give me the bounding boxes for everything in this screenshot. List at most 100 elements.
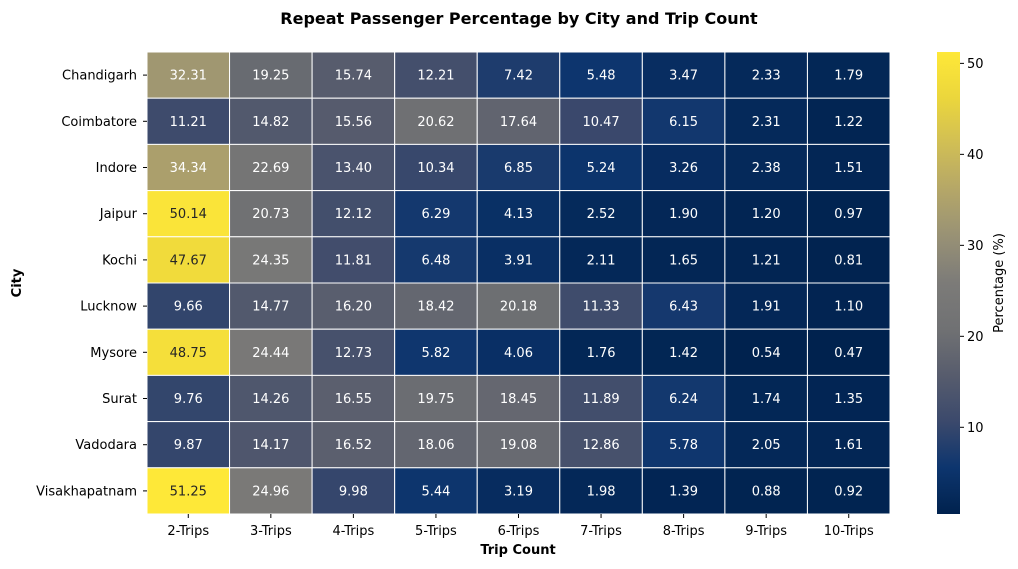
heatmap-cell [311,51,396,99]
cell-value-label: 5.78 [669,438,698,453]
y-tick-label: Lucknow [80,300,137,315]
cell-value-label: 1.90 [669,207,698,222]
y-tick-label: Indore [96,161,137,176]
y-tick-label: Chandigarh [62,69,137,84]
cell-value-label: 0.97 [834,207,863,222]
cell-value-label: 10.34 [417,161,454,176]
heatmap-cell [146,374,231,423]
cell-value-label: 18.42 [417,300,454,315]
y-axis-ticks: Chandigarh Coimbatore Indore Jaipur Kochi Luc… [36,69,147,499]
heatmap-cell [146,190,231,238]
heatmap-cell [229,51,313,99]
cell-value-label: 24.35 [252,253,289,268]
heatmap-cell [641,236,726,284]
cell-value-label: 17.64 [500,115,537,130]
cell-value-label: 13.40 [335,161,372,176]
colorbar-tick-label: 30 [967,239,984,254]
heatmap-cell [311,97,396,145]
cell-value-label: 11.33 [582,300,619,315]
cell-value-label: 51.25 [170,484,207,499]
cell-value-label: 16.52 [335,438,372,453]
heatmap-cell [724,97,808,145]
heatmap-cell [559,467,643,515]
cell-value-label: 9.98 [339,484,368,499]
heatmap-cell [146,143,231,192]
heatmap-cell [806,190,891,238]
x-tick-label: 10-Trips [824,524,874,539]
cell-value-label: 24.96 [252,484,289,499]
colorbar-gradient [937,52,960,514]
y-tick-label: Jaipur [99,207,138,222]
cell-value-label: 19.25 [252,69,289,84]
heatmap-cell [806,282,891,330]
y-tick-label: Kochi [102,253,137,268]
heatmap-cell [394,467,478,515]
cell-value-label: 6.24 [669,392,698,407]
colorbar-label: Percentage (%) [992,233,1007,333]
cell-value-label: 34.34 [170,161,207,176]
cell-value-label: 14.26 [252,392,289,407]
heatmap-cell [311,236,396,284]
cell-value-label: 22.69 [252,161,289,176]
y-tick-label: Mysore [90,346,137,361]
heatmap-cell [806,374,891,423]
cell-value-label: 3.19 [504,484,533,499]
x-tick-label: 9-Trips [745,524,787,539]
cell-value-label: 1.10 [834,300,863,315]
heatmap-cell [311,282,396,330]
cell-value-label: 1.35 [834,392,863,407]
heatmap-cell [806,421,891,469]
cell-value-label: 7.42 [504,69,533,84]
colorbar-tick-label: 10 [967,421,984,436]
cell-value-label: 15.74 [335,69,372,84]
heatmap-cell [146,97,231,145]
cell-value-label: 1.79 [834,69,863,84]
cell-value-label: 0.47 [834,346,863,361]
heatmap-cell [476,282,561,330]
heatmap-cell [559,374,643,423]
cell-value-label: 3.91 [504,253,533,268]
cell-value-label: 5.24 [587,161,616,176]
heatmap-cell [394,374,478,423]
cell-value-label: 2.33 [752,69,781,84]
heatmap-cell [476,374,561,423]
cell-value-label: 18.06 [417,438,454,453]
cell-value-label: 5.48 [587,69,616,84]
cell-value-label: 1.65 [669,253,698,268]
colorbar-tick-label: 40 [967,148,984,163]
x-tick-label: 2-Trips [167,524,209,539]
heatmap-cell [311,421,396,469]
cell-value-label: 20.62 [417,115,454,130]
cell-value-label: 12.73 [335,346,372,361]
cell-value-label: 10.47 [582,115,619,130]
cell-value-label: 5.82 [421,346,450,361]
x-axis-title: Trip Count [480,543,555,558]
heatmap-cell [724,282,808,330]
heatmap-cell [559,51,643,99]
cell-value-label: 12.86 [582,438,619,453]
heatmap-cell [641,328,726,376]
cell-value-label: 14.82 [252,115,289,130]
colorbar-ticks: 10 20 30 40 50 [960,57,984,436]
x-tick-label: 3-Trips [250,524,292,539]
heatmap-cell [311,467,396,515]
cell-value-label: 11.89 [582,392,619,407]
cell-value-label: 9.87 [174,438,203,453]
heatmap-cell [806,236,891,284]
cell-value-label: 14.17 [252,438,289,453]
heatmap-cell [146,328,231,376]
heatmap-cell [641,467,726,515]
cell-value-label: 0.54 [752,346,781,361]
x-tick-label: 4-Trips [332,524,374,539]
cell-value-label: 1.98 [587,484,616,499]
heatmap-cell [394,421,478,469]
x-tick-label: 7-Trips [580,524,622,539]
y-axis-title: City [10,268,25,297]
heatmap-cell [229,282,313,330]
cell-value-label: 2.38 [752,161,781,176]
cell-value-label: 6.29 [421,207,450,222]
heatmap-cell [476,421,561,469]
cell-value-label: 20.18 [500,300,537,315]
cell-value-label: 1.76 [587,346,616,361]
